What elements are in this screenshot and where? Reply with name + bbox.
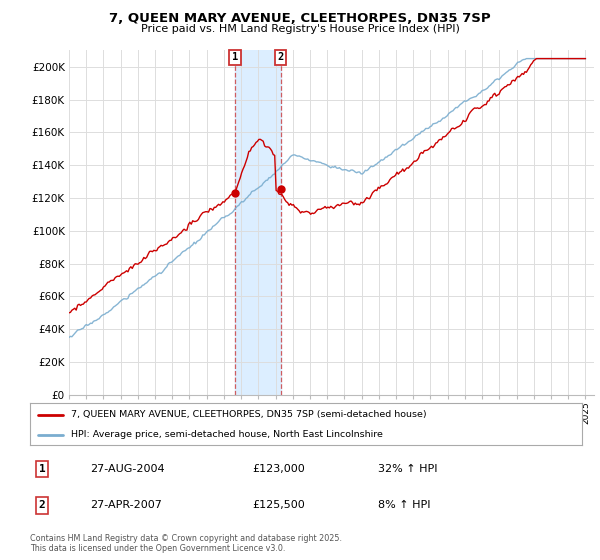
Text: 1: 1: [232, 52, 238, 62]
Text: 2: 2: [277, 52, 284, 62]
Text: HPI: Average price, semi-detached house, North East Lincolnshire: HPI: Average price, semi-detached house,…: [71, 430, 383, 439]
Text: 8% ↑ HPI: 8% ↑ HPI: [378, 501, 431, 510]
Text: Price paid vs. HM Land Registry's House Price Index (HPI): Price paid vs. HM Land Registry's House …: [140, 24, 460, 34]
Text: 27-APR-2007: 27-APR-2007: [90, 501, 162, 510]
Text: 27-AUG-2004: 27-AUG-2004: [90, 464, 164, 474]
Text: £125,500: £125,500: [252, 501, 305, 510]
Text: £123,000: £123,000: [252, 464, 305, 474]
Text: 7, QUEEN MARY AVENUE, CLEETHORPES, DN35 7SP (semi-detached house): 7, QUEEN MARY AVENUE, CLEETHORPES, DN35 …: [71, 410, 427, 419]
Text: 32% ↑ HPI: 32% ↑ HPI: [378, 464, 437, 474]
Text: 2: 2: [38, 501, 46, 510]
Text: 1: 1: [38, 464, 46, 474]
Bar: [235, 50, 281, 395]
Text: Contains HM Land Registry data © Crown copyright and database right 2025.
This d: Contains HM Land Registry data © Crown c…: [30, 534, 342, 553]
Text: 7, QUEEN MARY AVENUE, CLEETHORPES, DN35 7SP: 7, QUEEN MARY AVENUE, CLEETHORPES, DN35 …: [109, 12, 491, 25]
